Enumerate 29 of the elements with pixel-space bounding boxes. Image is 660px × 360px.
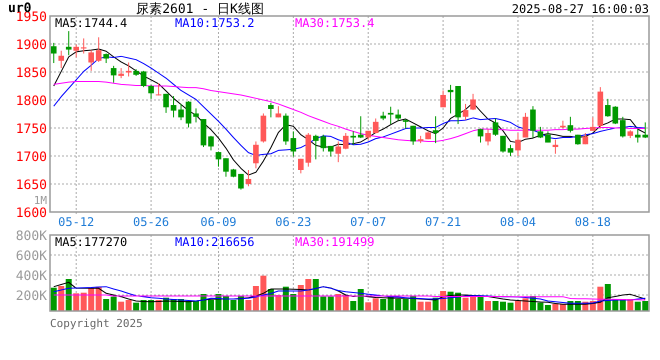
text: MA30:191499 xyxy=(295,235,374,249)
chart-title: 尿素2601 - 日K线图 xyxy=(136,2,264,17)
y-tick-label: 1650 xyxy=(16,178,47,193)
y-tick-label: 1700 xyxy=(16,150,47,165)
x-tick-label: 06-09 xyxy=(200,215,237,229)
y-tick-label: 1600 xyxy=(16,206,47,221)
chart-subtitle: 2025-08-27 16:00:03 xyxy=(512,2,649,16)
x-tick-label: 07-07 xyxy=(350,215,386,229)
text: 1M xyxy=(34,194,48,207)
x-tick-label: 05-26 xyxy=(133,215,170,229)
x-tick-label: 08-04 xyxy=(500,215,536,229)
x-tick-label: 05-12 xyxy=(58,215,94,229)
y-tick-label: 800K xyxy=(16,229,48,244)
y-tick-label: 1750 xyxy=(16,122,47,137)
text: Copyright 2025 xyxy=(50,317,143,330)
y-tick-label: 600K xyxy=(16,249,48,264)
text: MA10:1753.2 xyxy=(175,16,254,30)
text: MA10:216656 xyxy=(175,235,254,249)
text: MA30:1753.4 xyxy=(295,16,374,30)
text: MA5:1744.4 xyxy=(55,16,128,30)
y-tick-label: 1850 xyxy=(16,66,47,81)
y-tick-label: 1900 xyxy=(16,38,47,53)
x-tick-label: 08-18 xyxy=(574,215,611,229)
y-tick-label: 200K xyxy=(16,289,48,304)
text: MA5:177270 xyxy=(55,235,128,249)
y-tick-label: 1800 xyxy=(16,94,47,109)
x-tick-label: 07-21 xyxy=(425,215,462,229)
x-tick-label: 06-23 xyxy=(275,215,312,229)
y-tick-label: 400K xyxy=(16,269,48,284)
